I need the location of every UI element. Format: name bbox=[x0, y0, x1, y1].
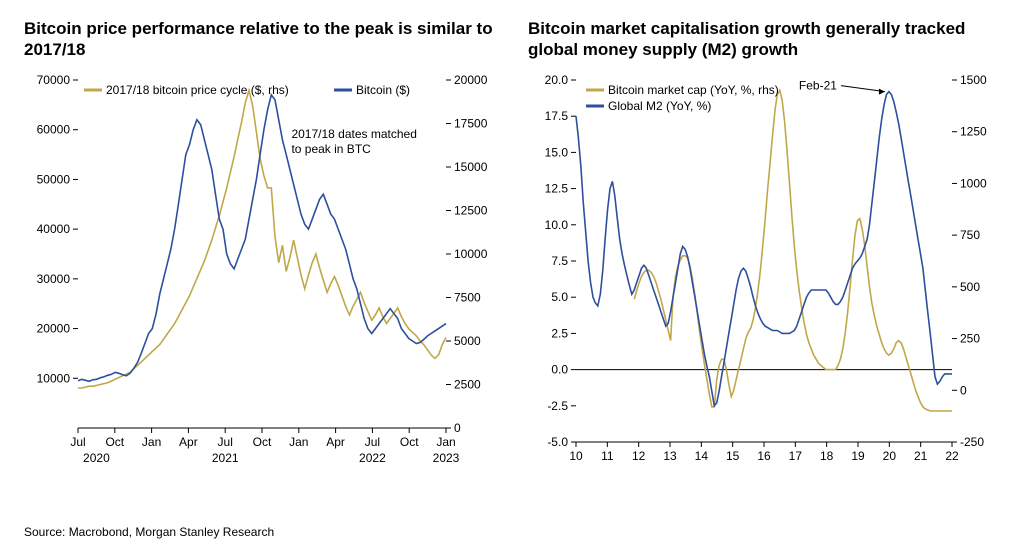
right-panel: Bitcoin market capitalisation growth gen… bbox=[528, 18, 1000, 482]
svg-text:14: 14 bbox=[695, 449, 709, 463]
svg-text:2022: 2022 bbox=[359, 451, 386, 465]
right-chart-svg: -5.0 -2.5 0.0 2.5 5.0 7.5 10.0 12.5 15.0 17.5 20.0… bbox=[528, 72, 1000, 482]
svg-text:12500: 12500 bbox=[454, 204, 488, 218]
svg-text:20000: 20000 bbox=[454, 73, 488, 87]
svg-text:20: 20 bbox=[883, 449, 897, 463]
left-chart-title: Bitcoin price performance relative to th… bbox=[24, 18, 496, 62]
left-panel: Bitcoin price performance relative to th… bbox=[24, 18, 496, 482]
svg-text:0: 0 bbox=[454, 421, 461, 435]
left-chart-wrap: 10000 20000 30000 40000 50000 60000 70000 0 2500… bbox=[24, 72, 496, 482]
svg-text:Oct: Oct bbox=[400, 435, 419, 449]
svg-text:50000: 50000 bbox=[37, 172, 71, 186]
svg-text:18: 18 bbox=[820, 449, 834, 463]
svg-text:12: 12 bbox=[632, 449, 646, 463]
svg-text:2500: 2500 bbox=[454, 378, 481, 392]
svg-text:10000: 10000 bbox=[37, 371, 71, 385]
svg-text:15: 15 bbox=[726, 449, 740, 463]
svg-text:2021: 2021 bbox=[212, 451, 239, 465]
svg-text:1000: 1000 bbox=[960, 176, 987, 190]
svg-text:60000: 60000 bbox=[37, 123, 71, 137]
svg-text:19: 19 bbox=[851, 449, 865, 463]
svg-text:16: 16 bbox=[757, 449, 771, 463]
svg-text:Feb-21: Feb-21 bbox=[799, 79, 837, 93]
svg-text:11: 11 bbox=[601, 449, 614, 463]
svg-text:15.0: 15.0 bbox=[545, 145, 569, 159]
svg-text:2.5: 2.5 bbox=[551, 326, 568, 340]
svg-text:70000: 70000 bbox=[37, 73, 71, 87]
svg-text:0: 0 bbox=[960, 383, 967, 397]
svg-text:to peak in BTC: to peak in BTC bbox=[291, 142, 371, 156]
svg-text:17: 17 bbox=[789, 449, 803, 463]
svg-text:7500: 7500 bbox=[454, 291, 481, 305]
svg-text:1500: 1500 bbox=[960, 73, 987, 87]
svg-text:Apr: Apr bbox=[179, 435, 198, 449]
svg-text:5.0: 5.0 bbox=[551, 290, 568, 304]
source-line: Source: Macrobond, Morgan Stanley Resear… bbox=[24, 525, 274, 539]
svg-text:10.0: 10.0 bbox=[545, 218, 569, 232]
svg-text:7.5: 7.5 bbox=[551, 254, 568, 268]
svg-text:17500: 17500 bbox=[454, 117, 488, 131]
svg-text:Jan: Jan bbox=[436, 435, 455, 449]
page-root: Bitcoin price performance relative to th… bbox=[0, 0, 1024, 557]
svg-text:Apr: Apr bbox=[326, 435, 345, 449]
svg-text:-250: -250 bbox=[960, 435, 984, 449]
left-chart-svg: 10000 20000 30000 40000 50000 60000 70000 0 2500… bbox=[24, 72, 496, 482]
svg-text:10: 10 bbox=[569, 449, 583, 463]
svg-text:500: 500 bbox=[960, 280, 980, 294]
svg-text:17.5: 17.5 bbox=[545, 109, 569, 123]
svg-text:13: 13 bbox=[663, 449, 677, 463]
svg-text:40000: 40000 bbox=[37, 222, 71, 236]
svg-text:21: 21 bbox=[914, 449, 928, 463]
svg-text:20.0: 20.0 bbox=[545, 73, 569, 87]
svg-text:250: 250 bbox=[960, 332, 980, 346]
svg-text:Jul: Jul bbox=[365, 435, 380, 449]
svg-text:15000: 15000 bbox=[454, 160, 488, 174]
right-chart-title: Bitcoin market capitalisation growth gen… bbox=[528, 18, 1000, 62]
svg-text:Oct: Oct bbox=[253, 435, 272, 449]
svg-text:30000: 30000 bbox=[37, 272, 71, 286]
svg-text:Jan: Jan bbox=[289, 435, 308, 449]
svg-text:Bitcoin market cap (YoY, %, rh: Bitcoin market cap (YoY, %, rhs) bbox=[608, 83, 779, 97]
svg-text:12.5: 12.5 bbox=[545, 182, 569, 196]
right-chart-wrap: -5.0 -2.5 0.0 2.5 5.0 7.5 10.0 12.5 15.0 17.5 20.0… bbox=[528, 72, 1000, 482]
svg-text:0.0: 0.0 bbox=[551, 363, 568, 377]
svg-text:22: 22 bbox=[945, 449, 959, 463]
svg-text:2017/18 bitcoin price cycle ($: 2017/18 bitcoin price cycle ($, rhs) bbox=[106, 83, 289, 97]
svg-text:Jul: Jul bbox=[218, 435, 233, 449]
svg-text:2023: 2023 bbox=[433, 451, 460, 465]
charts-row: Bitcoin price performance relative to th… bbox=[24, 18, 1000, 482]
svg-text:Global M2 (YoY, %): Global M2 (YoY, %) bbox=[608, 99, 711, 113]
svg-text:-5.0: -5.0 bbox=[547, 435, 568, 449]
svg-text:10000: 10000 bbox=[454, 247, 488, 261]
svg-text:5000: 5000 bbox=[454, 334, 481, 348]
svg-text:750: 750 bbox=[960, 228, 980, 242]
svg-text:Oct: Oct bbox=[105, 435, 124, 449]
svg-text:-2.5: -2.5 bbox=[547, 399, 568, 413]
svg-text:2017/18 dates matched: 2017/18 dates matched bbox=[291, 127, 416, 141]
svg-text:1250: 1250 bbox=[960, 125, 987, 139]
svg-text:20000: 20000 bbox=[37, 322, 71, 336]
svg-text:Bitcoin ($): Bitcoin ($) bbox=[356, 83, 410, 97]
svg-text:Jul: Jul bbox=[70, 435, 85, 449]
svg-text:Jan: Jan bbox=[142, 435, 161, 449]
svg-text:2020: 2020 bbox=[83, 451, 110, 465]
